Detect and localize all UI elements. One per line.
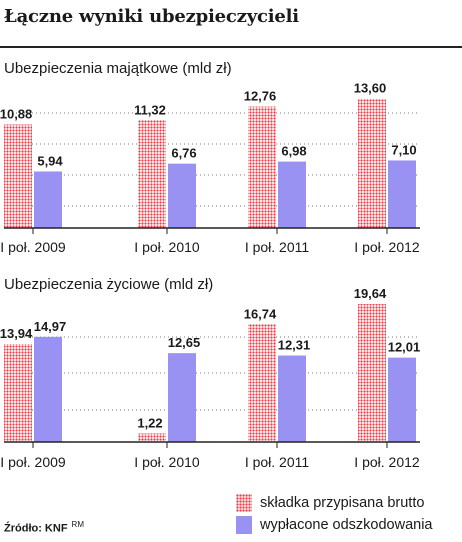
legend-label-payout: wypłacone odszkodowania	[260, 517, 433, 533]
property-data-label: 13,60	[354, 81, 387, 96]
life-data-label: 16,74	[244, 306, 277, 321]
property-bar-premium	[138, 120, 166, 228]
property-data-label: 6,98	[281, 144, 306, 159]
life-bar-payout	[168, 353, 196, 442]
life-data-label: 12,65	[168, 335, 201, 350]
legend-item-premium: składka przypisana brutto	[236, 492, 433, 514]
property-bar-premium	[248, 106, 276, 228]
source-note: Źródło: KNF RM	[4, 520, 84, 535]
panel-2-title: Ubezpieczenia życiowe (mld zł)	[4, 276, 214, 293]
property-bar-payout	[168, 163, 196, 228]
life-data-label: 19,64	[354, 286, 387, 301]
legend-swatch-payout	[236, 516, 252, 534]
source-text: Źródło: KNF	[4, 522, 68, 535]
life-bar-premium	[358, 304, 386, 442]
property-bar-payout	[388, 160, 416, 228]
life-bar-payout	[34, 336, 62, 442]
property-tick-label: I poł. 2009	[0, 239, 66, 255]
property-bar-premium	[358, 98, 386, 228]
legend: składka przypisana brutto wypłacone odsz…	[236, 492, 433, 536]
life-bar-payout	[278, 355, 306, 442]
life-tick-label: I poł. 2009	[0, 454, 66, 470]
life-tick-label: I poł. 2010	[134, 454, 200, 470]
chart-property-insurance: 10,88 5,94 I poł. 2009 11,32 6,76 I poł. 2010…	[0, 81, 420, 255]
property-data-label: 10,88	[0, 106, 32, 121]
life-data-label: 12,01	[388, 340, 421, 355]
property-bar-payout	[278, 161, 306, 228]
panel-1-title: Ubezpieczenia majątkowe (mld zł)	[4, 60, 232, 77]
life-bar-premium	[4, 344, 32, 442]
property-bar-premium	[4, 124, 32, 228]
title-rule	[0, 46, 462, 48]
property-data-label: 6,76	[171, 146, 196, 161]
property-data-label: 11,32	[134, 102, 166, 117]
life-data-label: 13,94	[0, 326, 33, 341]
property-tick-label: I poł. 2012	[354, 239, 420, 255]
life-data-label: 14,97	[34, 319, 67, 334]
property-data-label: 5,94	[37, 153, 63, 168]
credit-text: RM	[71, 520, 84, 529]
life-tick-label: I poł. 2011	[245, 454, 310, 470]
property-tick-label: I poł. 2010	[134, 239, 200, 255]
chart-title: Łączne wyniki ubezpieczycieli	[4, 6, 299, 27]
life-bar-payout	[388, 357, 416, 442]
life-bar-premium	[138, 433, 166, 442]
life-data-label: 1,22	[137, 415, 162, 430]
legend-item-payout: wypłacone odszkodowania	[236, 514, 433, 536]
property-tick-label: I poł. 2011	[245, 239, 310, 255]
property-data-label: 7,10	[391, 142, 416, 157]
life-data-label: 12,31	[278, 338, 311, 353]
life-tick-label: I poł. 2012	[354, 454, 420, 470]
life-bar-premium	[248, 324, 276, 442]
property-data-label: 12,76	[244, 89, 277, 104]
legend-label-premium: składka przypisana brutto	[260, 495, 425, 511]
legend-swatch-premium	[236, 494, 252, 512]
property-bar-payout	[34, 171, 62, 228]
